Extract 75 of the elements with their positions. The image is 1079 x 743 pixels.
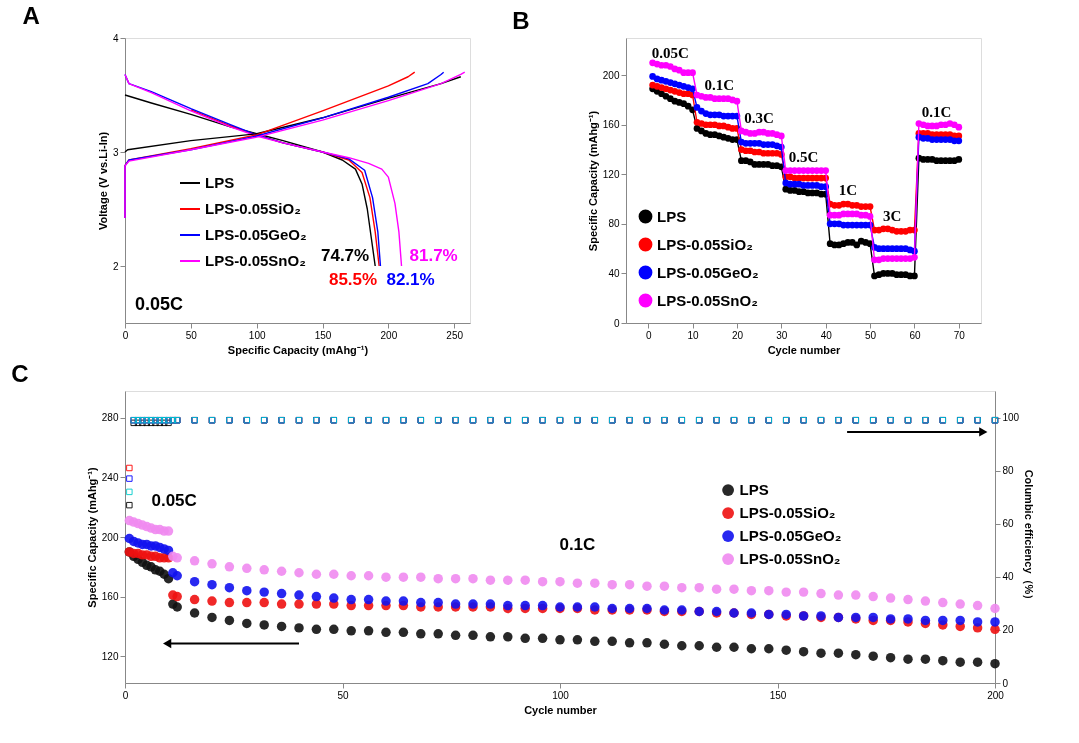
x-tick-label: 50 xyxy=(865,329,877,341)
chart-title: C xyxy=(11,360,29,387)
legend-label: LPS-0.05SiO₂ xyxy=(657,235,753,253)
y2-tick-label: 80 xyxy=(1002,465,1015,477)
annotation: 0.3C xyxy=(744,110,774,127)
x-tick-label: 60 xyxy=(909,329,921,341)
y2-tick-label: 40 xyxy=(1002,571,1015,583)
y-axis-title: Voltage (V vs.Li-In) xyxy=(96,131,109,231)
annotation: 81.7% xyxy=(409,246,458,265)
y-tick-label: 280 xyxy=(101,412,119,424)
legend-label: LPS-0.05SnO₂ xyxy=(657,291,758,309)
x-tick-label: 150 xyxy=(769,689,787,701)
y-tick-label: 3 xyxy=(112,146,119,158)
y-tick-label: 200 xyxy=(101,531,119,543)
chart-title: A xyxy=(22,2,40,29)
legend-label: LPS-0.05SnO₂ xyxy=(739,550,841,568)
y-axis-title: Specific Capacity (mAhg⁻¹) xyxy=(85,467,98,608)
y-tick-label: 120 xyxy=(101,650,119,662)
x-tick-label: 0 xyxy=(122,689,129,701)
x-tick-label: 250 xyxy=(446,329,464,341)
annotation: 0.05C xyxy=(651,44,689,61)
legend-label: LPS-0.05GeO₂ xyxy=(739,527,842,545)
annotation: 0.1C xyxy=(704,76,734,93)
x-tick-label: 10 xyxy=(687,329,700,341)
x-axis-title: Specific Capacity (mAhg⁻¹) xyxy=(227,343,369,356)
annotation: 0.05C xyxy=(151,491,197,511)
y-tick-label: 4 xyxy=(112,32,119,44)
y-tick-label: 120 xyxy=(602,168,620,180)
y-tick-label: 2 xyxy=(112,260,119,272)
y-axis-title: Specific Capacity (mAhg⁻¹) xyxy=(586,110,599,252)
x-tick-label: 30 xyxy=(776,329,788,341)
legend-label: LPS-0.05SiO₂ xyxy=(739,504,836,522)
annotation: 0.1C xyxy=(921,103,952,120)
x-tick-label: 100 xyxy=(248,329,266,341)
annotation: 3C xyxy=(883,208,902,225)
x-axis-title: Cycle number xyxy=(767,343,842,356)
legend-label: LPS-0.05GeO₂ xyxy=(657,263,759,281)
y2-tick-label: 60 xyxy=(1002,518,1015,530)
y-tick-label: 80 xyxy=(608,218,620,230)
x-axis-title: Cycle number xyxy=(524,703,598,716)
x-tick-label: 50 xyxy=(185,329,198,341)
x-tick-label: 0 xyxy=(122,329,129,341)
annotation: 82.1% xyxy=(386,270,435,289)
annotation: 0.05C xyxy=(135,294,184,314)
y-tick-label: 0 xyxy=(613,317,620,329)
y2-tick-label: 20 xyxy=(1002,624,1015,636)
y-tick-label: 40 xyxy=(608,267,620,279)
legend-label: LPS-0.05GeO₂ xyxy=(205,226,307,243)
annotation: 1C xyxy=(838,182,858,199)
chart-title: B xyxy=(512,7,530,34)
legend-label: LPS-0.05SiO₂ xyxy=(205,200,301,217)
x-tick-label: 0 xyxy=(645,329,652,341)
x-tick-label: 200 xyxy=(380,329,398,341)
y-tick-label: 160 xyxy=(101,591,119,603)
x-tick-label: 20 xyxy=(731,329,744,341)
y2-axis-title: Columbic efficiency（%） xyxy=(1022,469,1036,606)
y2-tick-label: 0 xyxy=(1002,677,1009,689)
x-tick-label: 40 xyxy=(820,329,833,341)
x-tick-label: 200 xyxy=(987,689,1005,701)
y-tick-label: 240 xyxy=(101,471,119,483)
y-tick-label: 160 xyxy=(602,119,620,131)
legend-label: LPS xyxy=(739,481,769,499)
legend-label: LPS xyxy=(205,174,235,191)
x-tick-label: 50 xyxy=(337,689,349,701)
annotation: 85.5% xyxy=(328,270,378,289)
y2-tick-label: 100 xyxy=(1002,412,1020,424)
legend-label: LPS-0.05SnO₂ xyxy=(205,252,306,269)
legend-label: LPS xyxy=(657,207,687,225)
annotation: 0.1C xyxy=(559,535,596,555)
x-tick-label: 100 xyxy=(552,689,570,701)
y-tick-label: 200 xyxy=(602,69,620,81)
annotation: 74.7% xyxy=(320,246,370,265)
x-tick-label: 70 xyxy=(953,329,966,341)
x-tick-label: 150 xyxy=(314,329,332,341)
annotation: 0.5C xyxy=(788,148,819,165)
